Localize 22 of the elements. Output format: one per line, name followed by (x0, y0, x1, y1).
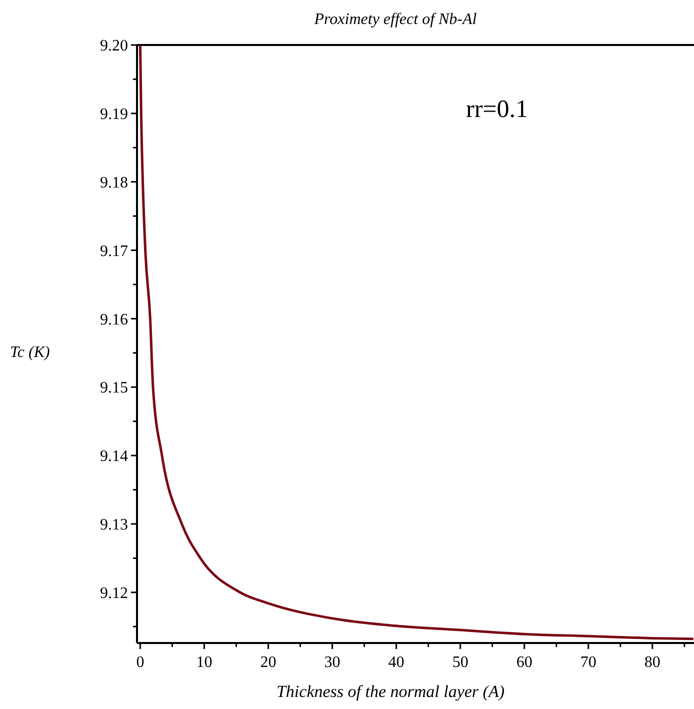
y-tick-label: 9.20 (100, 38, 128, 55)
y-tick-label: 9.14 (100, 448, 128, 466)
x-tick-label: 50 (452, 654, 468, 671)
x-tick-label: 80 (644, 654, 660, 671)
y-tick-label: 9.17 (100, 242, 128, 260)
annotation: rr=0.1 (466, 96, 528, 123)
x-tick-label: 60 (516, 654, 532, 671)
y-tick-label: 9.19 (100, 106, 128, 124)
x-tick-label: 20 (260, 654, 276, 671)
chart-title: Proximety effect of Nb-Al (313, 11, 478, 28)
x-tick-label: 70 (580, 654, 596, 671)
x-tick-label: 30 (324, 654, 340, 671)
x-tick-label: 10 (196, 654, 212, 671)
y-tick-label: 9.16 (100, 311, 128, 328)
x-tick-label: 0 (136, 654, 144, 671)
y-axis-title: Tc (K) (10, 344, 50, 361)
x-tick-label: 40 (388, 654, 404, 671)
y-tick-label: 9.15 (100, 380, 128, 397)
y-tick-label: 9.13 (100, 516, 128, 534)
y-tick-label: 9.12 (100, 584, 128, 602)
y-tick-label: 9.18 (100, 174, 128, 192)
x-axis-title: Thickness of the normal layer (A) (276, 682, 505, 701)
